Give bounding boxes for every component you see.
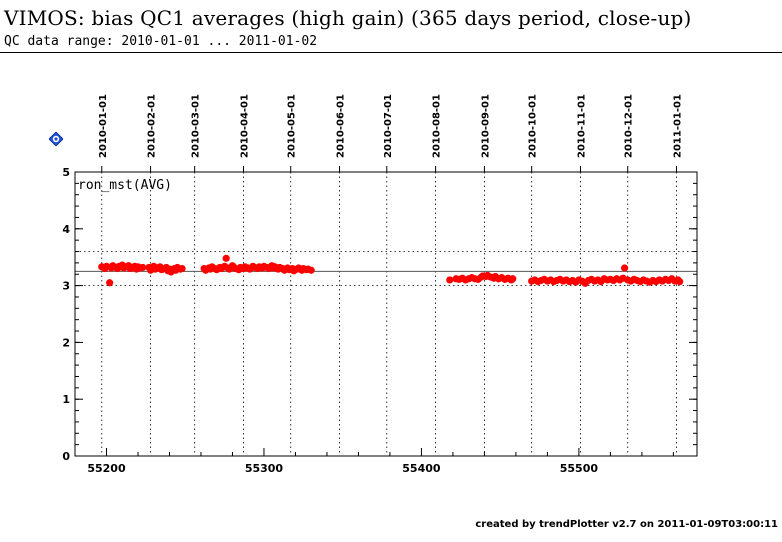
y-tick-label: 0 xyxy=(62,450,70,463)
help-diamond-icon[interactable] xyxy=(49,132,63,146)
title-divider xyxy=(0,52,782,53)
data-point xyxy=(676,278,684,286)
date-tick-label: 2010-08-01 xyxy=(432,94,443,158)
date-tick-label: 2010-09-01 xyxy=(480,94,491,158)
date-tick-label: 2010-10-01 xyxy=(528,94,539,158)
x-tick-label: 55300 xyxy=(245,462,284,475)
date-tick-label: 2011-01-01 xyxy=(673,94,684,158)
date-tick-label: 2010-11-01 xyxy=(576,94,587,158)
date-tick-label: 2010-07-01 xyxy=(383,94,394,158)
data-point xyxy=(139,263,147,272)
panel-label: ron_mst(AVG) xyxy=(78,178,172,193)
y-tick-label: 2 xyxy=(62,336,70,349)
data-point xyxy=(620,264,629,272)
data-point xyxy=(106,279,114,287)
x-tick-label: 55500 xyxy=(560,462,599,475)
data-point xyxy=(446,276,454,284)
axes xyxy=(74,166,697,457)
data-point xyxy=(222,254,230,262)
x-tick-label: 55200 xyxy=(87,462,126,475)
date-tick-label: 2010-02-01 xyxy=(147,94,158,158)
month-grid xyxy=(101,172,677,456)
y-tick-label: 1 xyxy=(62,393,70,406)
footer-credit: created by trendPlotter v2.7 on 2011-01-… xyxy=(475,519,778,530)
date-tick-label: 2010-04-01 xyxy=(239,94,250,158)
y-tick-label: 5 xyxy=(62,166,70,179)
chart-subtitle: QC data range: 2010-01-01 ... 2011-01-02 xyxy=(4,34,318,49)
date-tick-label: 2010-05-01 xyxy=(287,94,298,158)
date-tick-label: 2010-06-01 xyxy=(336,94,347,158)
x-tick-label: 55400 xyxy=(402,462,441,475)
data-point xyxy=(178,264,186,273)
plot-frame xyxy=(74,171,698,457)
data-points xyxy=(98,254,684,287)
date-tick-label: 2010-12-01 xyxy=(624,94,635,158)
y-tick-label: 3 xyxy=(62,280,70,293)
tick-labels: 2010-01-01 2010-02-01 2010-03-01 2010-04-01… xyxy=(62,94,683,475)
data-point xyxy=(509,275,517,283)
data-point xyxy=(307,266,315,274)
y-tick-label: 4 xyxy=(62,223,70,236)
chart-title: VIMOS: bias QC1 averages (high gain) (36… xyxy=(4,6,692,30)
date-tick-label: 2010-03-01 xyxy=(191,94,202,158)
date-tick-label: 2010-01-01 xyxy=(98,94,109,158)
